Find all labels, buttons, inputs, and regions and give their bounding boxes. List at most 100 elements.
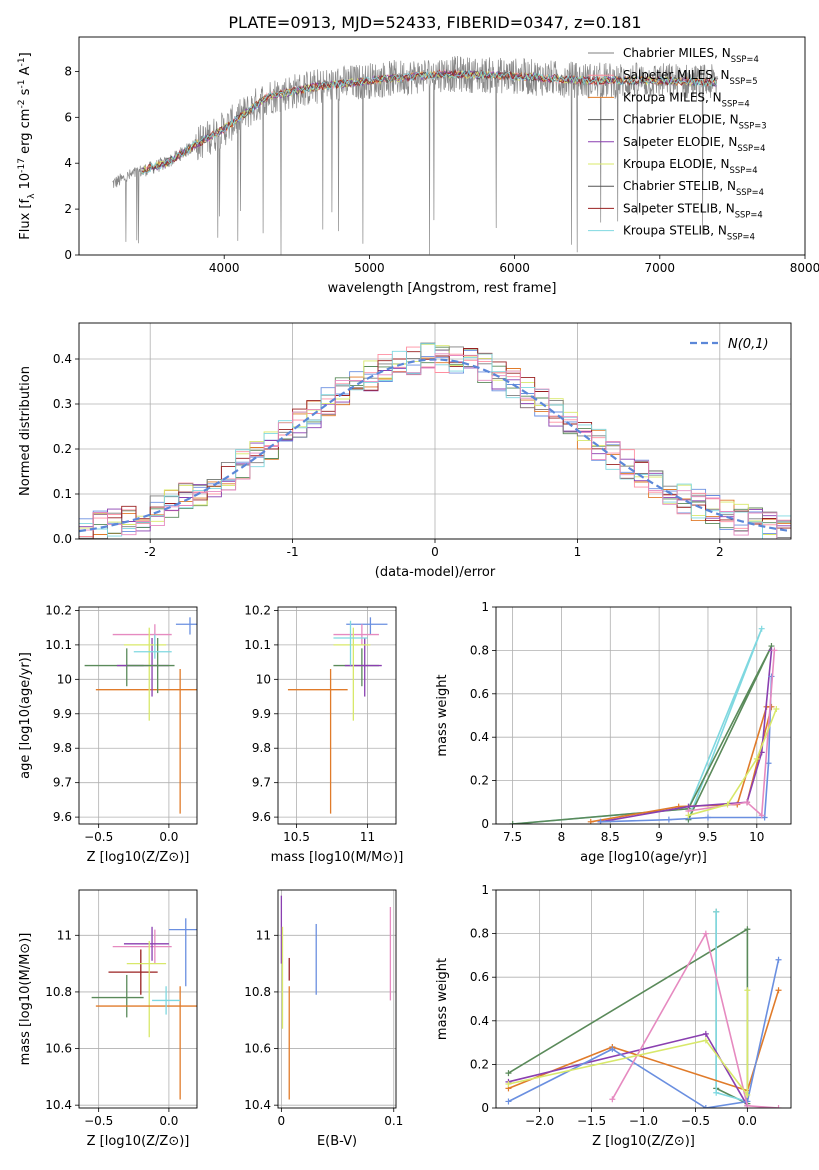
tick-label-x: 0.0 [738, 1114, 757, 1128]
x-axis-label: mass [log10(M/M⊙)] [271, 850, 404, 865]
tick-label-y: 0.1 [53, 487, 72, 501]
tick-label-y: 0.4 [470, 730, 489, 744]
tick-label-y: 0.6 [470, 970, 489, 984]
x-axis-label: Z [log10(Z/Z⊙)] [87, 850, 190, 865]
residuals-panel: -2 -1 0 1 2 0.0 0.1 0.2 0.3 0.4 (data-model)/error… [18, 322, 792, 580]
errorbar-point [152, 986, 181, 1015]
grid [278, 890, 396, 1108]
y-axis-label: mass weight [435, 958, 450, 1040]
errorbar-point [116, 638, 169, 697]
plot-area [84, 617, 197, 814]
plot-area [505, 908, 782, 1108]
tick-label-y: 2 [64, 202, 72, 216]
tick-label-y: 8 [64, 64, 72, 78]
weight-series-6 [688, 650, 776, 817]
weight-marker [775, 956, 782, 963]
weight-marker [704, 814, 711, 821]
weight-marker [665, 816, 672, 823]
plot-area [112, 55, 719, 255]
errorbar-point [126, 940, 167, 1038]
legend-label: Chabrier MILES, NSSP=4 [623, 46, 759, 64]
weight-series-5 [600, 676, 773, 823]
axes-frame [78, 36, 806, 256]
tick-label-y: 11 [256, 928, 271, 942]
weight-marker [773, 705, 780, 712]
x-axis-label: wavelength [Angstrom, rest frame] [328, 281, 557, 296]
plot-area [79, 342, 791, 539]
errorbar-point [112, 624, 172, 645]
model-spectrum-7 [141, 68, 717, 175]
axes: −0.5 0.0 9.6 9.7 9.8 9.9 10 10.1 10.2 Z [log10(Z/… [18, 603, 198, 865]
tick-label-x: −1.0 [629, 1114, 658, 1128]
tick-label-y: 6 [64, 110, 72, 124]
model-spectrum-8 [141, 69, 717, 175]
weight-marker [753, 755, 760, 762]
tick-label-y: 9.7 [252, 776, 271, 790]
weight-series-5 [508, 959, 780, 1108]
errorbar-point [123, 926, 169, 961]
residual-histogram-10 [79, 353, 791, 539]
normal-curve [79, 358, 791, 533]
tick-label-y: 9.8 [252, 741, 271, 755]
errorbar-point [175, 617, 197, 635]
errorbar-point [84, 648, 144, 687]
tick-label-y: 4 [64, 156, 72, 170]
plot-area [280, 895, 392, 1100]
tick-label-x: -1 [287, 545, 299, 559]
tick-label-y: 10.1 [244, 638, 271, 652]
plot-area [91, 918, 197, 1100]
axes-frame [495, 889, 792, 1109]
weight-marker [775, 987, 782, 994]
tick-label-x: 7000 [645, 261, 676, 275]
legend-label: Salpeter MILES, NSSP=5 [623, 68, 758, 86]
tick-label-y: 1 [481, 883, 489, 897]
residual-histogram-3 [79, 346, 791, 539]
weight-marker [505, 1070, 512, 1077]
tick-label-x: 0.0 [159, 830, 178, 844]
mass-vs-metallicity-panel: −0.5 0.0 10.4 10.6 10.8 11 Z [log10(Z/Z⊙)] mass… [18, 889, 198, 1149]
tick-label-y: 9.6 [252, 810, 271, 824]
axes-frame [78, 606, 198, 825]
axes: 7.5 8 8.5 9 9.5 10 0 0.2 0.4 0.6 0.8 1 age [log10(ag… [435, 600, 792, 865]
tick-label-y: 0.3 [53, 397, 72, 411]
tick-label-y: 9.8 [53, 741, 72, 755]
plot-area [509, 625, 780, 824]
observed-spectrum [112, 55, 719, 255]
errorbar-point [333, 627, 371, 721]
residual-histogram-5 [79, 349, 791, 532]
grid [496, 606, 791, 825]
axes: 10.5 11 9.6 9.7 9.8 9.9 10 10.1 10.2 mass [log10(… [244, 603, 403, 865]
tick-label-y: 0.2 [53, 442, 72, 456]
axes-frame [495, 606, 792, 825]
tick-label-y: 0.4 [53, 352, 72, 366]
tick-label-x: 4000 [209, 261, 240, 275]
grid [278, 607, 396, 824]
errorbar-point [333, 648, 379, 687]
axes: −2.0 −1.5 −1.0 −0.5 0.0 0 0.2 0.4 0.6 0.8 1 Z [log1… [435, 883, 792, 1149]
errorbar-point [126, 638, 175, 694]
weight-series-7 [508, 990, 749, 1098]
tick-label-y: 0.0 [53, 532, 72, 546]
weight-marker [744, 987, 751, 994]
errorbar-point [95, 669, 197, 814]
tick-label-y: 9.9 [252, 707, 271, 721]
tick-label-y: 0.6 [470, 687, 489, 701]
tick-label-x: −0.5 [84, 830, 113, 844]
tick-label-x: −0.5 [681, 1114, 710, 1128]
weight-marker [702, 1037, 709, 1044]
mass-vs-extinction-panel: 0 0.1 10.4 10.6 10.8 11 E(B-V) [244, 889, 403, 1149]
tick-label-y: 0.2 [470, 1057, 489, 1071]
y-axis-label: mass [log10(M/M⊙)] [18, 933, 33, 1066]
residual-histogram-8 [79, 348, 791, 539]
weight-marker [758, 812, 765, 819]
residual-histogram-2 [79, 353, 791, 538]
weight-vs-age-panel: 7.5 8 8.5 9 9.5 10 0 0.2 0.4 0.6 0.8 1 age [log10(ag… [435, 600, 792, 865]
tick-label-y: 10.4 [45, 1098, 72, 1112]
errorbar-point [91, 974, 144, 1018]
tick-label-y: 9.9 [53, 707, 72, 721]
weight-marker [765, 760, 772, 767]
weight-marker [724, 801, 731, 808]
grid [79, 890, 197, 1108]
residual-histogram-9 [79, 343, 791, 539]
